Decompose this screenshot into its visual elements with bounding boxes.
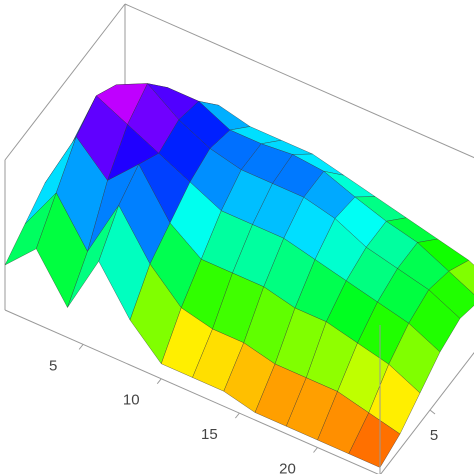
y-tick [429,409,436,415]
x-tick [156,378,162,385]
box-edge [124,3,474,159]
x-tick-label: 15 [201,426,218,443]
x-tick [313,447,318,453]
y-tick-label: 5 [430,427,438,444]
x-tick-label: 10 [123,392,140,409]
surface-cell [348,412,401,468]
box-edge [380,351,474,474]
x-tick [78,344,84,350]
x-tick [234,412,240,419]
x-tick-label: 5 [49,357,57,374]
x-tick-label: 20 [279,460,296,474]
box-edge [4,3,126,161]
